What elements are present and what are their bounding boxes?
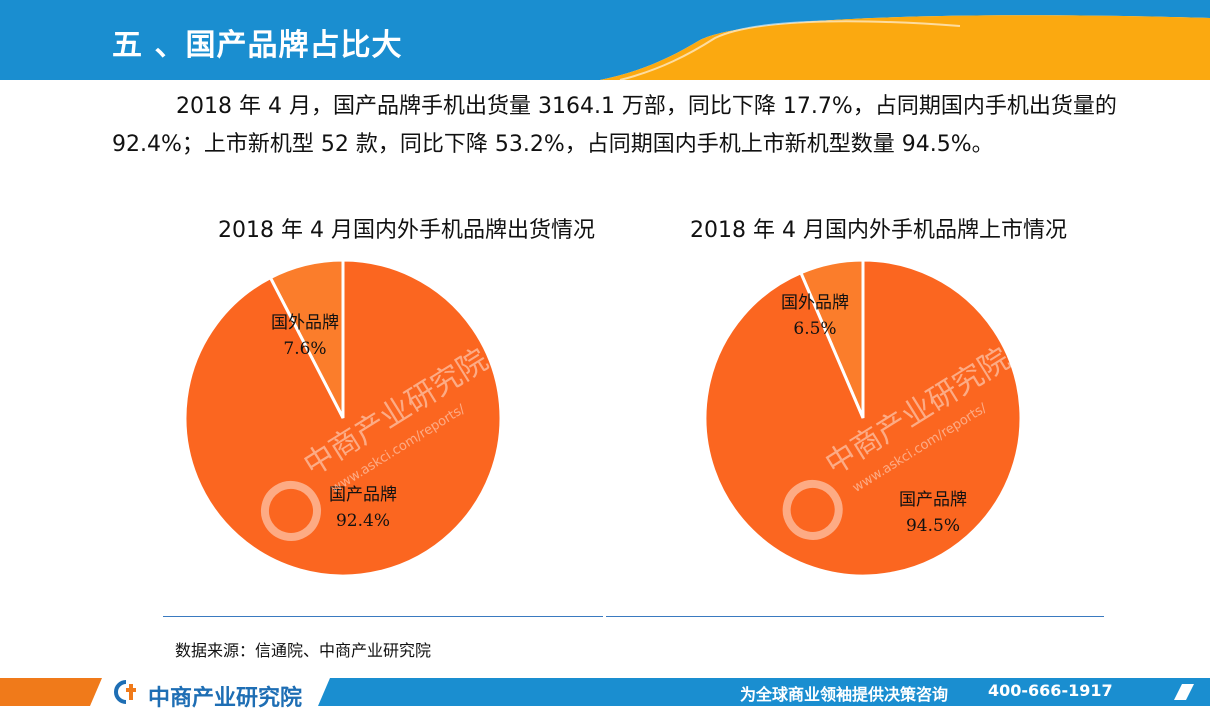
pie-slice-label: 国外品牌 <box>271 313 339 333</box>
chart-title-launch: 2018 年 4 月国内外手机品牌上市情况 <box>690 218 1067 243</box>
pie-slice-label: 国产品牌 <box>899 490 967 510</box>
pie-slice-value: 92.4% <box>336 511 390 531</box>
watermark-logo-icon <box>782 479 843 540</box>
page-title: 五 、国产品牌占比大 <box>112 28 403 63</box>
footer-phone: 400-666-1917 <box>988 681 1113 700</box>
pie-slice-value: 94.5% <box>906 516 960 536</box>
footer-logo-icon <box>114 680 136 704</box>
footer-logo-text: 中商产业研究院 <box>148 686 303 711</box>
intro-paragraph: 2018 年 4 月，国产品牌手机出货量 3164.1 万部，同比下降 17.7… <box>112 94 1117 157</box>
divider-left <box>163 616 603 617</box>
pie-chart-shipment: 国外品牌 7.6% 国产品牌 92.4% <box>183 258 503 578</box>
header-banner-shape <box>0 0 1210 81</box>
pie-slice <box>183 258 503 578</box>
pie-slice <box>703 258 1023 578</box>
watermark-logo-icon <box>260 480 321 541</box>
footer-shape <box>0 678 1210 706</box>
pie-chart-launch: 国外品牌 6.5% 国产品牌 94.5% <box>703 258 1023 578</box>
pie-slice-label: 国产品牌 <box>329 485 397 505</box>
pie-slice-label: 国外品牌 <box>781 293 849 313</box>
footer-bar <box>0 678 1210 706</box>
pie-slice-value: 6.5% <box>793 319 836 339</box>
footer-slogan: 为全球商业领袖提供决策咨询 <box>740 685 949 704</box>
data-source: 数据来源：信通院、中商产业研究院 <box>175 641 432 660</box>
divider-right <box>606 616 1104 617</box>
pie-slice-value: 7.6% <box>283 339 326 359</box>
header-banner: 五 、国产品牌占比大 <box>0 0 1210 81</box>
intro-text: 2018 年 4 月，国产品牌手机出货量 3164.1 万部，同比下降 17.7… <box>112 88 1152 164</box>
chart-title-shipment: 2018 年 4 月国内外手机品牌出货情况 <box>218 218 595 243</box>
